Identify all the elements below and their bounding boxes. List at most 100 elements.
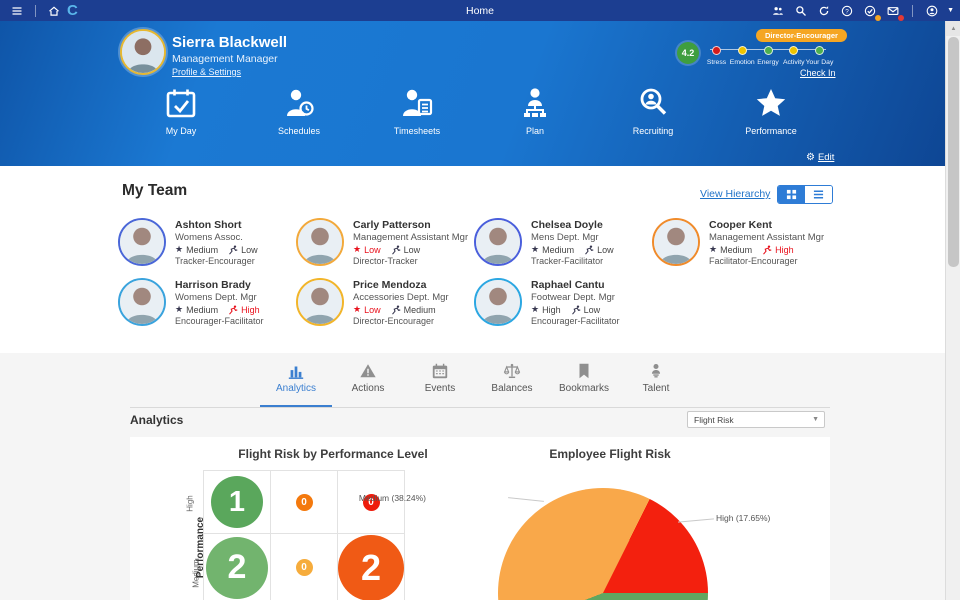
member-avatar[interactable]	[296, 278, 344, 326]
edit-link[interactable]: ⚙ Edit	[806, 152, 834, 163]
member-name: Cooper Kent	[709, 219, 772, 231]
feature-label: Plan	[525, 126, 544, 136]
performance-level: Medium	[720, 244, 753, 255]
filter-value: Flight Risk	[694, 414, 734, 425]
member-avatar[interactable]	[474, 218, 522, 266]
analytics-filter-dropdown[interactable]: Flight Risk ▼	[687, 411, 825, 428]
wellness-score: 4.2	[677, 42, 699, 64]
tab-events[interactable]: Events	[404, 362, 476, 408]
matrix-row-label: High	[185, 495, 195, 512]
member-avatar[interactable]	[474, 278, 522, 326]
tasks-badge	[875, 14, 882, 21]
member-title: Mens Dept. Mgr	[531, 232, 599, 243]
feature-my-day[interactable]: My Day	[122, 87, 240, 136]
member-title: Footwear Dept. Mgr	[531, 292, 615, 303]
member-avatar[interactable]	[118, 278, 166, 326]
tab-talent[interactable]: Talent	[620, 362, 692, 408]
flight-risk-level: Low	[403, 244, 421, 255]
avatar[interactable]	[120, 29, 166, 75]
tab-actions[interactable]: Actions	[332, 362, 404, 408]
matrix-cell[interactable]: 2	[338, 534, 405, 600]
member-avatar[interactable]	[296, 218, 344, 266]
matrix-cell[interactable]: 0	[271, 534, 338, 600]
performance-level: High	[542, 304, 561, 315]
team-member-card[interactable]: Chelsea Doyle Mens Dept. Mgr ★ Medium Lo…	[474, 218, 652, 278]
vertical-scrollbar[interactable]: ▲	[945, 21, 960, 600]
member-avatar[interactable]	[652, 218, 700, 266]
member-title: Accessories Dept. Mgr	[353, 292, 449, 303]
grid-view-button[interactable]	[778, 186, 805, 203]
feature-recruiting[interactable]: Recruiting	[594, 87, 712, 136]
wellness-metric: Activity	[781, 46, 806, 66]
feature-timesheets[interactable]: Timesheets	[358, 87, 476, 136]
member-name: Price Mendoza	[353, 279, 427, 291]
view-hierarchy-link[interactable]: View Hierarchy	[700, 188, 771, 200]
flight-risk-level: High	[775, 244, 794, 255]
flight-risk-icon	[391, 245, 401, 255]
member-persona: Tracker-Encourager	[175, 256, 255, 266]
tab-label: Balances	[491, 383, 533, 394]
refresh-icon[interactable]	[815, 2, 833, 20]
team-member-card[interactable]: Raphael Cantu Footwear Dept. Mgr ★ High …	[474, 278, 652, 338]
home-icon[interactable]	[45, 2, 63, 20]
view-toggle	[777, 185, 833, 204]
person-org-icon	[519, 87, 551, 119]
matrix-cell[interactable]: 2	[204, 534, 271, 600]
matrix-cell[interactable]: 0	[271, 471, 338, 534]
flight-risk-icon	[571, 305, 581, 315]
person-clock-icon	[283, 87, 315, 119]
member-persona: Director-Encourager	[353, 316, 435, 326]
feature-shortcuts: My Day Schedules Timesheets Plan Recruiting P…	[122, 87, 830, 136]
tab-balances[interactable]: Balances	[476, 362, 548, 408]
bookmark-icon	[575, 362, 593, 380]
check-in-link[interactable]: Check In	[800, 68, 836, 78]
pie-chart-title: Employee Flight Risk	[549, 447, 671, 461]
chevron-down-icon: ▼	[812, 416, 819, 423]
metric-label: Energy	[757, 59, 779, 66]
feature-performance[interactable]: Performance	[712, 87, 830, 136]
tab-divider	[130, 407, 830, 408]
list-view-button[interactable]	[805, 186, 832, 203]
chevron-down-icon[interactable]: ▼	[947, 7, 954, 14]
metric-dot	[737, 46, 747, 55]
search-icon[interactable]	[792, 2, 810, 20]
teams-icon[interactable]	[769, 2, 787, 20]
scrollbar-thumb[interactable]	[948, 37, 959, 267]
matrix-cell[interactable]: 0	[338, 471, 405, 534]
warning-icon	[359, 362, 377, 380]
account-icon[interactable]	[923, 2, 941, 20]
team-member-card[interactable]: Cooper Kent Management Assistant Mgr ★ M…	[652, 218, 830, 278]
scales-icon	[503, 362, 521, 380]
performance-level: Medium	[186, 304, 219, 315]
tasks-icon[interactable]	[861, 2, 882, 21]
feature-schedules[interactable]: Schedules	[240, 87, 358, 136]
person-search-icon	[637, 87, 669, 119]
tab-strip: Analytics Actions Events Balances Bookmarks T…	[260, 362, 692, 408]
tab-label: Bookmarks	[558, 383, 609, 394]
team-member-card[interactable]: Carly Patterson Management Assistant Mgr…	[296, 218, 474, 278]
performance-level: Low	[364, 244, 381, 255]
feature-plan[interactable]: Plan	[476, 87, 594, 136]
metric-label: Stress	[706, 59, 727, 66]
member-avatar[interactable]	[118, 218, 166, 266]
matrix-cell[interactable]: 1	[204, 471, 271, 534]
hamburger-menu-icon[interactable]	[8, 2, 26, 20]
messages-icon[interactable]	[884, 2, 905, 21]
pie-slice-label: Medium (38.24%)	[358, 493, 426, 503]
lower-section: Analytics Actions Events Balances Bookmarks T…	[0, 353, 945, 600]
star-icon: ★	[531, 304, 540, 314]
team-member-card[interactable]: Harrison Brady Womens Dept. Mgr ★ Medium…	[118, 278, 296, 338]
team-member-card[interactable]: Ashton Short Womens Assoc. ★ Medium Low …	[118, 218, 296, 278]
brand-logo-icon[interactable]: C	[67, 2, 78, 19]
calendar-check-icon	[165, 87, 197, 119]
flight-risk-icon	[584, 245, 594, 255]
profile-settings-link[interactable]: Profile & Settings	[172, 67, 242, 77]
member-rating: ★ High Low	[531, 304, 620, 315]
tab-analytics[interactable]: Analytics	[260, 362, 332, 408]
team-member-card[interactable]: Price Mendoza Accessories Dept. Mgr ★ Lo…	[296, 278, 474, 338]
scrollbar-up-arrow[interactable]: ▲	[946, 21, 960, 36]
member-title: Womens Dept. Mgr	[175, 292, 257, 303]
matrix-grid: 1 0 0 2 0 2	[203, 470, 405, 600]
help-icon[interactable]: ?	[838, 2, 856, 20]
tab-bookmarks[interactable]: Bookmarks	[548, 362, 620, 408]
